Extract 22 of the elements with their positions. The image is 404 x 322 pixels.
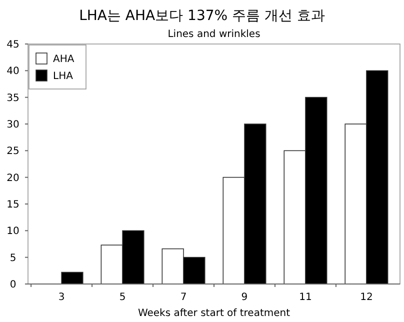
x-tick-label: 9: [241, 292, 248, 303]
y-tick-label: 15: [6, 200, 20, 210]
legend-label: AHA: [53, 54, 74, 65]
y-tick-label: 35: [6, 92, 20, 104]
x-tick-label: 7: [180, 292, 187, 303]
y-tick-label: 5: [10, 252, 16, 264]
y-tick-label: 25: [6, 146, 20, 158]
x-tick-label: 11: [299, 292, 312, 303]
x-tick-label: 3: [58, 292, 65, 303]
x-tick-label: 5: [119, 292, 126, 303]
chart-subtitle: Lines and wrinkles: [168, 29, 260, 40]
y-tick-label: 20: [6, 172, 20, 184]
legend-label: LHA: [53, 71, 74, 82]
y-tick-label: 30: [6, 120, 20, 130]
y-tick-label: 10: [6, 226, 20, 238]
x-axis-title: Weeks after start of treatment: [138, 308, 290, 319]
x-tick-label: 12: [360, 292, 373, 303]
chart-title: LHA는 AHA보다 137% 주름 개선 효과: [79, 8, 325, 24]
y-tick-label: 0: [10, 280, 16, 290]
y-tick-label: 45: [6, 40, 20, 50]
y-tick-label: 40: [6, 66, 20, 78]
bar: [61, 272, 84, 284]
